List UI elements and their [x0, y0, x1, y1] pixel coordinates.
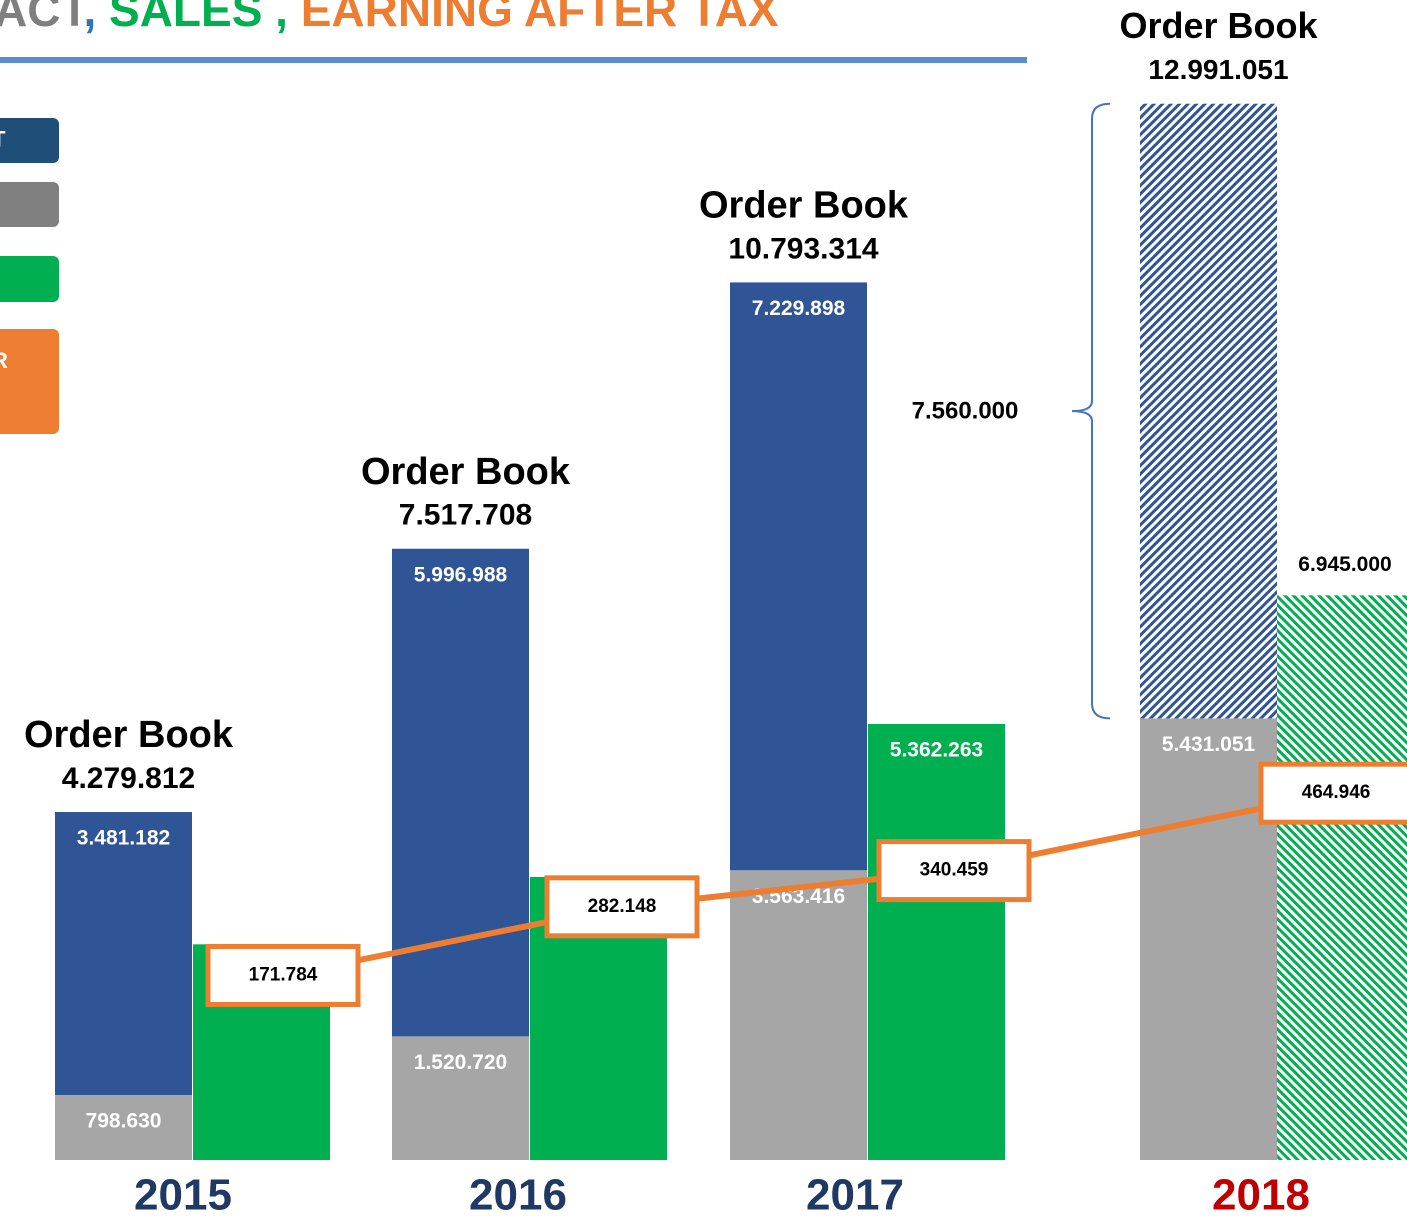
- data-label: 5.431.051: [1162, 733, 1256, 756]
- legend-label: R: [0, 348, 8, 373]
- bar: [392, 1036, 529, 1160]
- bar: [1277, 595, 1407, 1160]
- data-label: 5.362.263: [890, 739, 983, 762]
- bar: [1140, 718, 1277, 1160]
- title-part: EARNING AFTER TAX: [301, 0, 779, 36]
- x-tick-label: 2017: [806, 1171, 904, 1220]
- data-label: 340.459: [920, 860, 989, 881]
- data-label: 798.630: [86, 1110, 162, 1133]
- legend-label: T: [0, 126, 6, 151]
- line-marker: [876, 839, 1032, 903]
- bar: [392, 548, 529, 1037]
- bar: [1140, 103, 1277, 719]
- data-label: 7.229.898: [752, 297, 846, 320]
- data-label: 3.481.182: [77, 827, 170, 850]
- bar: [55, 1095, 192, 1160]
- x-tick-label: 2015: [134, 1171, 232, 1220]
- order-book-total: 10.793.314: [728, 232, 878, 265]
- order-book-label: Order Book: [24, 714, 234, 756]
- data-label: 282.148: [588, 896, 657, 917]
- data-label: 6.945.000: [1298, 553, 1391, 576]
- chart-title: ACT, SALES , EARNING AFTER TAX: [0, 0, 779, 36]
- bar: [730, 870, 867, 1160]
- legend-swatch: [0, 329, 59, 434]
- bar: [868, 724, 1005, 1160]
- data-label: 464.946: [1302, 782, 1371, 803]
- order-book-label: Order Book: [1119, 5, 1318, 46]
- data-label: 1.520.720: [414, 1051, 507, 1074]
- order-book-total: 12.991.051: [1148, 54, 1288, 85]
- title-part: SALES ,: [109, 0, 301, 36]
- x-tick-label: 2018: [1212, 1171, 1310, 1220]
- order-book-total: 4.279.812: [62, 762, 195, 795]
- data-label: 171.784: [249, 964, 318, 985]
- brace: [1071, 102, 1111, 720]
- line: [282, 790, 1337, 979]
- title-part: ,: [83, 0, 109, 36]
- bar: [55, 812, 192, 1096]
- x-tick-label: 2016: [469, 1171, 567, 1220]
- legend-swatch: [0, 256, 59, 302]
- title-part: ACT: [0, 0, 88, 36]
- order-book-label: Order Book: [361, 451, 571, 493]
- line-marker: [205, 943, 361, 1007]
- line-marker: [1258, 761, 1407, 825]
- bar: [730, 282, 867, 871]
- legend-swatch: [0, 182, 59, 227]
- order-book-label: Order Book: [699, 184, 909, 226]
- data-label: 5.996.988: [414, 563, 508, 586]
- data-label: 7.560.000: [912, 397, 1019, 424]
- order-book-total: 7.517.708: [399, 499, 532, 532]
- line-marker: [544, 875, 700, 939]
- legend-swatch: [0, 118, 59, 163]
